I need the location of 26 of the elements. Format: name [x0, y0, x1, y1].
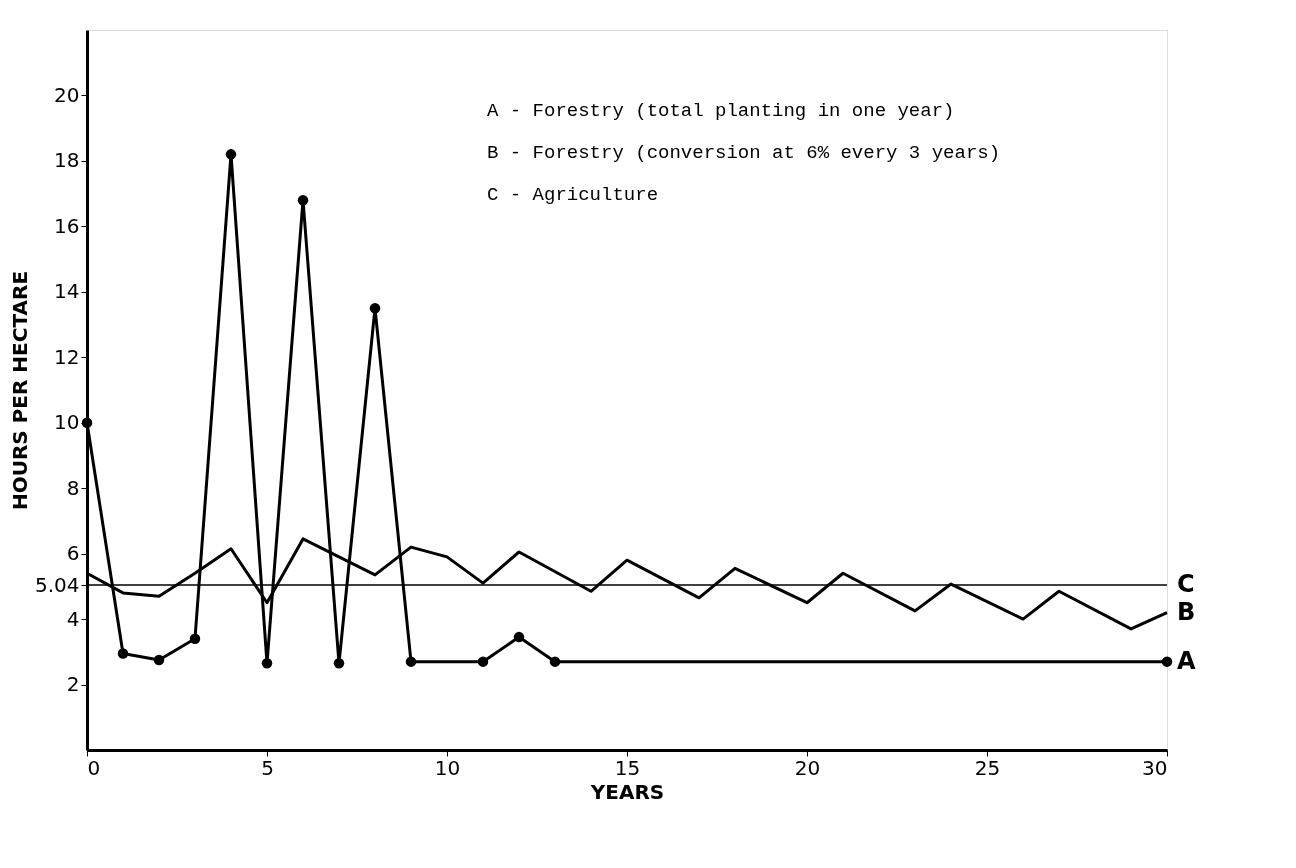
x-tick-label: 20 [794, 755, 821, 780]
y-tick-label: 10 [54, 410, 80, 435]
x-tick-label: 15 [614, 755, 641, 780]
y-tick-label: 2 [66, 672, 80, 697]
y-tick-label: 4 [66, 606, 80, 631]
y-tick-label: 20 [54, 82, 80, 107]
annotation: C - Agriculture [487, 184, 659, 206]
y-tick-label: 14 [54, 279, 80, 304]
x-tick-label: 30 [1142, 755, 1168, 780]
x-axis-title: YEARS [589, 779, 665, 804]
y-tick-label: 12 [54, 344, 80, 369]
y-axis-title: HOURS PER HECTARE [7, 270, 32, 511]
x-tick-label: 10 [434, 755, 461, 780]
x-tick-label: 5 [261, 755, 274, 780]
annotation: A - Forestry (total planting in one year) [487, 100, 955, 122]
y-tick-label: 16 [54, 213, 80, 238]
annotation: B - Forestry (conversion at 6% every 3 years) [487, 142, 1001, 164]
y-tick-label: 18 [54, 148, 80, 173]
x-tick-label: 0 [87, 755, 101, 780]
series-label: C [1177, 570, 1195, 599]
series-label: A [1177, 646, 1196, 675]
y-tick-label: 8 [66, 475, 80, 500]
x-tick-label: 25 [974, 755, 1001, 780]
y-tick-label: 6 [66, 541, 80, 566]
y-tick-label: 5.04 [34, 572, 80, 597]
series-label: B [1177, 597, 1196, 626]
